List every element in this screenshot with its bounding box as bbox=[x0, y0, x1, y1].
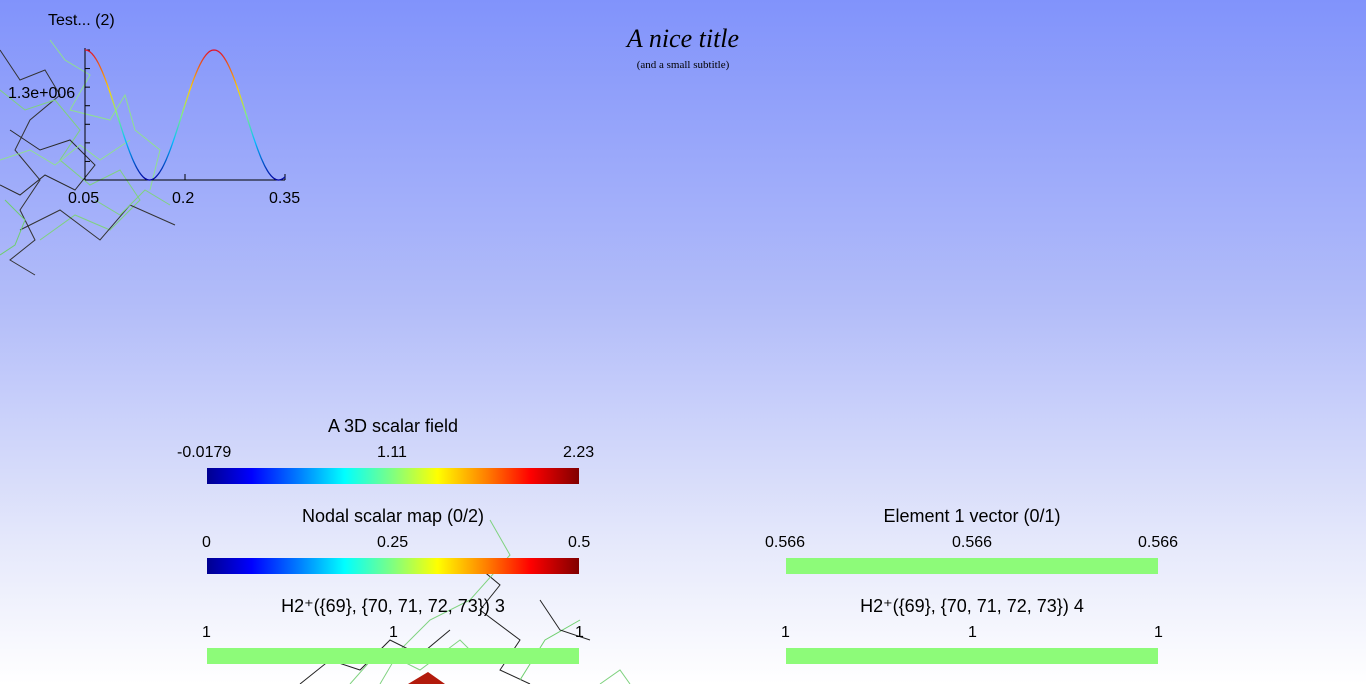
colorbar-title-nodal-scalar: Nodal scalar map (0/2) bbox=[301, 506, 485, 526]
colorbar-h2-3-tick-max: 1 bbox=[575, 624, 584, 641]
colorbar-element-vector-tick-max: 0.566 bbox=[1138, 534, 1179, 551]
colorbar-h2-3-tick-min: 1 bbox=[202, 624, 211, 641]
colorbar-title-scalar-field: A 3D scalar field bbox=[327, 416, 459, 436]
plot-y-axis-ticks bbox=[85, 49, 90, 181]
plot-y-tick-label: 1.3e+006 bbox=[8, 85, 76, 102]
colorbar-scalar-field-tick-max: 2.23 bbox=[563, 444, 595, 461]
colorbar-h2-4 bbox=[786, 648, 1158, 664]
colorbar-h2-4-tick-mid: 1 bbox=[968, 624, 977, 641]
colorbar-scalar-field-tick-min: -0.0179 bbox=[177, 444, 232, 461]
colorbar-element-vector-tick-min: 0.566 bbox=[765, 534, 806, 551]
plot-x-tick-label-1: 0.05 bbox=[68, 190, 100, 207]
colorbar-nodal-scalar-tick-max: 0.5 bbox=[568, 534, 591, 551]
plot-x-tick-label-3: 0.35 bbox=[269, 190, 301, 207]
page-title: A nice title bbox=[626, 24, 740, 53]
plot-x-tick-label-2: 0.2 bbox=[172, 190, 195, 207]
plot-series-line bbox=[84, 49, 286, 181]
colorbar-h2-4-tick-max: 1 bbox=[1154, 624, 1163, 641]
colorbar-scalar-field bbox=[207, 468, 579, 484]
colorbar-title-h2-4: H2⁺({69}, {70, 71, 72, 73}) 4 bbox=[860, 596, 1084, 616]
colorbar-h2-3 bbox=[207, 648, 579, 664]
colorbar-nodal-scalar-tick-mid: 0.25 bbox=[377, 534, 409, 551]
colorbar-element-vector bbox=[786, 558, 1158, 574]
colorbar-nodal-scalar bbox=[207, 558, 579, 574]
plot-title: Test... (2) bbox=[48, 12, 115, 29]
page-subtitle: (and a small subtitle) bbox=[636, 59, 730, 71]
colorbar-element-vector-tick-mid: 0.566 bbox=[952, 534, 993, 551]
colorbar-scalar-field-tick-mid: 1.11 bbox=[377, 444, 407, 461]
colorbar-nodal-scalar-tick-min: 0 bbox=[202, 534, 211, 551]
colorbar-h2-3-tick-mid: 1 bbox=[389, 624, 398, 641]
plot-x-axis-ticks bbox=[84, 174, 286, 180]
colorbar-title-h2-3: H2⁺({69}, {70, 71, 72, 73}) 3 bbox=[281, 596, 505, 616]
colorbar-h2-4-tick-min: 1 bbox=[781, 624, 790, 641]
colorbar-title-element-vector: Element 1 vector (0/1) bbox=[883, 506, 1061, 526]
red-element-marker bbox=[408, 672, 445, 684]
